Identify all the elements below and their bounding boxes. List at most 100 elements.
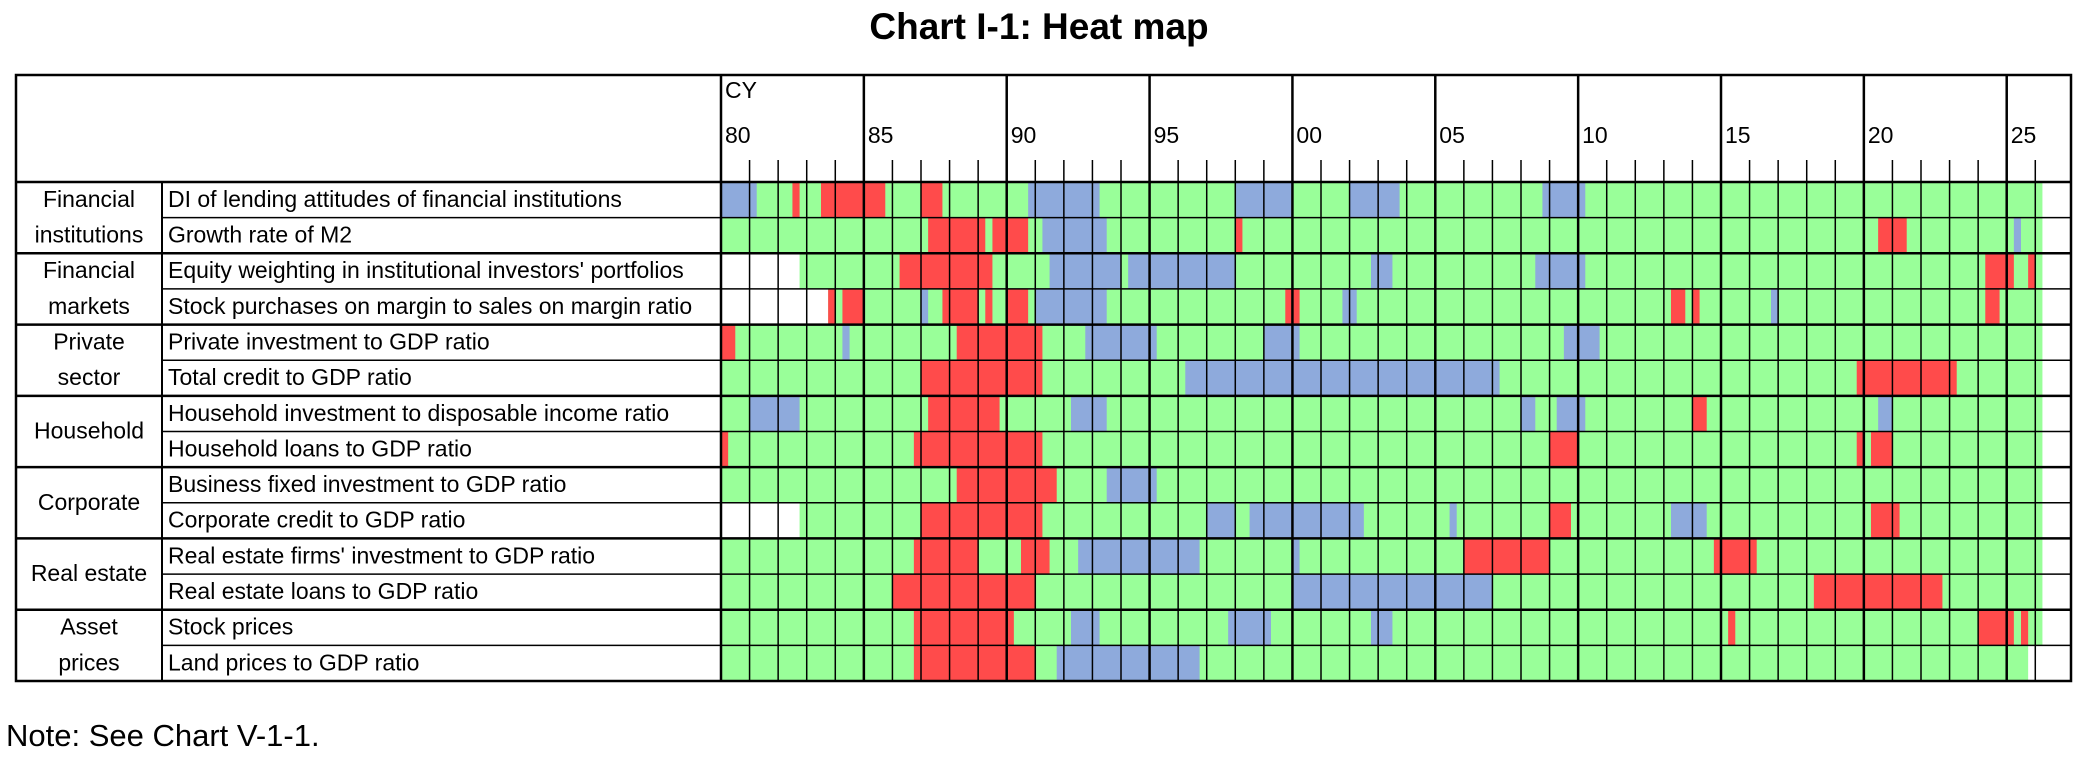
normal-cell [721,217,2043,254]
heat-cell [1249,502,1364,539]
heat-cell [913,645,1036,681]
row-label: Household investment to disposable incom… [168,400,669,426]
x-tick-label: 85 [868,122,894,148]
heat-cell [1292,538,1300,575]
heat-cell [1556,395,1586,432]
heat-cell [1671,502,1707,539]
note: Note: See Chart V-1-1. [6,718,320,753]
heat-cell [749,395,800,432]
heat-cell [928,217,986,254]
normal-cell [721,467,2043,503]
group-label: Household [34,418,144,444]
heat-cell [1128,253,1236,289]
row-label: Real estate loans to GDP ratio [168,578,478,604]
heat-cell [1056,645,1200,681]
x-tick-label: 95 [1154,122,1180,148]
heat-cell [942,288,979,325]
x-tick-label: 90 [1011,122,1037,148]
heat-cell [913,538,979,575]
heat-cell [1813,574,1943,610]
row-label: Growth rate of M2 [168,222,352,248]
heat-cell [956,324,1043,361]
row-label: Business fixed investment to GDP ratio [168,471,566,497]
heat-cell [1371,609,1393,646]
heat-cell [1692,288,1700,325]
row-label: DI of lending attitudes of financial ins… [168,186,622,212]
heat-cell [899,253,993,289]
row-label: Land prices to GDP ratio [168,649,419,675]
row-label: Real estate firms' investment to GDP rat… [168,542,595,568]
heat-cell [721,431,729,468]
heat-cell [1549,502,1571,539]
heat-cell [828,288,836,325]
normal-cell [721,395,2043,432]
heat-cell [1671,288,1686,325]
group-label: Private [53,328,125,354]
heat-cell [921,360,1043,396]
group-label: Financial [43,186,135,212]
x-tick-label: 10 [1582,122,1608,148]
row-label: Total credit to GDP ratio [168,364,412,390]
group-label: markets [48,293,130,319]
heat-cell [1349,182,1400,218]
x-tick-label: 20 [1868,122,1894,148]
row-label: Stock purchases on margin to sales on ma… [168,293,692,319]
heat-cell [992,217,1029,254]
heat-cell [1235,217,1243,254]
heat-cell [1449,502,1457,539]
heat-cell [1856,431,1864,468]
x-axis-label: CY [725,77,757,103]
group-label: Financial [43,257,135,283]
group-label: institutions [35,222,144,248]
heat-cell [2021,609,2029,646]
heat-cell [792,182,800,218]
x-tick-label: 25 [2011,122,2037,148]
heat-cell [1985,288,2000,325]
row-label: Equity weighting in institutional invest… [168,257,684,283]
heat-cell [1521,395,1536,432]
heat-cell [1692,395,1707,432]
heat-cell [1771,288,1779,325]
row-label: Stock prices [168,614,293,640]
heat-cell [1049,253,1121,289]
heat-cell [1263,324,1300,361]
group-label: Asset [60,614,118,640]
x-tick-label: 15 [1725,122,1751,148]
heat-cell [1549,431,1579,468]
group-label: Corporate [38,489,140,515]
row-label: Household loans to GDP ratio [168,435,472,461]
heat-cell [1042,217,1107,254]
table-border [14,73,2073,683]
x-tick-label: 80 [725,122,751,148]
heat-cell [928,395,1000,432]
heat-cell [1878,395,1893,432]
heat-cell [1078,538,1200,575]
heat-cell [1871,431,1893,468]
heat-cell [1071,609,1100,646]
heat-cell [1728,609,1736,646]
heat-cell [985,288,993,325]
heat-cell [2028,253,2036,289]
x-tick-label: 05 [1439,122,1465,148]
heat-cell [842,288,864,325]
row-label: Private investment to GDP ratio [168,328,490,354]
heat-cell [913,609,1014,646]
group-label: prices [58,649,119,675]
heat-cell [1563,324,1600,361]
heat-cell [1978,609,2014,646]
heat-cell [1871,502,1900,539]
heat-cell [1985,253,2014,289]
heat-cell [892,574,1036,610]
group-label: sector [58,364,121,390]
heat-cell [1292,574,1493,610]
row-label: Corporate credit to GDP ratio [168,507,465,533]
heat-cell [921,502,1043,539]
group-label: Real estate [31,560,147,586]
heat-cell [1185,360,1500,396]
heat-cell [721,324,736,361]
heat-cell [1035,288,1107,325]
heat-cell [721,182,757,218]
normal-cell [721,324,2043,361]
heat-cell [1071,395,1107,432]
